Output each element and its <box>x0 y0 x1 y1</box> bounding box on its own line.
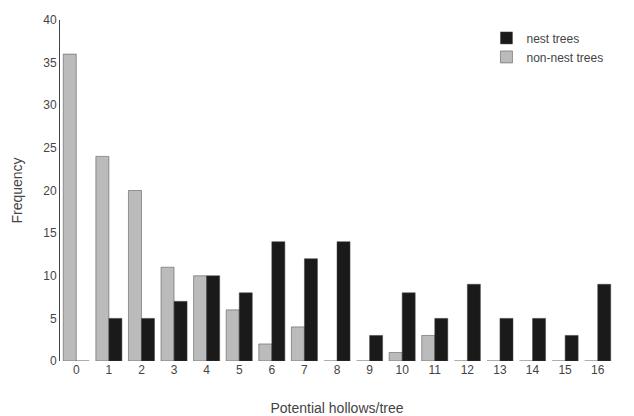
svg-text:6: 6 <box>268 363 275 377</box>
svg-text:8: 8 <box>334 363 341 377</box>
svg-text:1: 1 <box>106 363 113 377</box>
svg-text:nest trees: nest trees <box>526 32 579 46</box>
svg-text:0: 0 <box>50 354 57 368</box>
svg-text:0: 0 <box>73 363 80 377</box>
svg-text:Potential hollows/tree: Potential hollows/tree <box>270 400 403 416</box>
svg-text:4: 4 <box>203 363 210 377</box>
svg-text:30: 30 <box>43 98 57 112</box>
svg-text:40: 40 <box>43 13 57 27</box>
svg-text:15: 15 <box>558 363 572 377</box>
svg-text:Frequency: Frequency <box>9 157 25 223</box>
svg-text:5: 5 <box>236 363 243 377</box>
svg-text:3: 3 <box>171 363 178 377</box>
svg-text:10: 10 <box>43 269 57 283</box>
svg-text:2: 2 <box>138 363 145 377</box>
svg-text:13: 13 <box>493 363 507 377</box>
svg-text:25: 25 <box>43 141 57 155</box>
svg-text:14: 14 <box>526 363 540 377</box>
svg-text:non-nest trees: non-nest trees <box>526 51 603 65</box>
svg-text:11: 11 <box>429 363 442 377</box>
svg-text:5: 5 <box>50 312 57 326</box>
svg-text:12: 12 <box>461 363 475 377</box>
svg-text:10: 10 <box>396 363 410 377</box>
svg-text:16: 16 <box>591 363 605 377</box>
svg-text:20: 20 <box>43 184 57 198</box>
svg-text:35: 35 <box>43 56 57 70</box>
svg-text:7: 7 <box>301 363 308 377</box>
svg-text:9: 9 <box>366 363 373 377</box>
svg-text:15: 15 <box>43 226 57 240</box>
